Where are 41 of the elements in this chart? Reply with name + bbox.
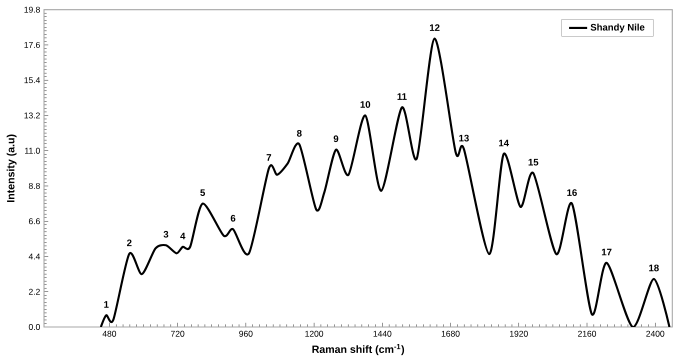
y-tick-label: 15.4 [24, 77, 40, 84]
annotation: 2 [126, 240, 132, 246]
annotation: 1 [104, 301, 109, 308]
y-tick-label: 11.0 [25, 148, 40, 154]
y-tick-label: 0.0 [28, 324, 40, 330]
annotation: 13 [459, 134, 469, 142]
legend-label: Shandy Nile [590, 24, 644, 33]
annotation: 18 [649, 264, 659, 272]
annotation: 8 [296, 130, 302, 137]
x-tick-label: 480 [102, 330, 116, 337]
x-tick-label: 720 [171, 330, 184, 337]
y-tick-label: 2.2 [28, 288, 40, 295]
annotation: 7 [266, 154, 272, 161]
x-tick-label: 1680 [442, 330, 460, 337]
x-tick-label: 2400 [646, 330, 664, 337]
annotation: 3 [164, 231, 168, 238]
annotation: 4 [180, 232, 186, 240]
y-tick-label: 8.8 [28, 183, 40, 190]
annotation: 14 [499, 140, 509, 146]
x-axis-title: Raman shift (cm$^{-1}$) [312, 344, 404, 356]
y-axis-title: Intensity (a.u) [6, 134, 17, 202]
annotation: 10 [360, 101, 370, 108]
y-tick-label: 6.6 [28, 218, 40, 224]
annotation: 12 [430, 24, 440, 32]
annotation: 11 [398, 93, 407, 100]
y-tick-label: 19.8 [24, 6, 40, 13]
y-tick-label: 17.6 [24, 42, 40, 48]
x-tick-label: 2160 [578, 330, 596, 337]
x-tick-label: 1200 [305, 330, 324, 337]
annotation: 5 [200, 189, 206, 196]
y-tick-label: 13.2 [24, 112, 40, 119]
y-tick-label: 4.4 [28, 254, 40, 260]
annotation: 16 [567, 189, 577, 196]
annotation: 9 [334, 135, 338, 142]
line-series [100, 38, 671, 328]
x-tick-label: 960 [239, 330, 253, 337]
x-tick-label: 1440 [374, 330, 392, 337]
annotation: 6 [230, 214, 236, 222]
x-tick-label: 1920 [510, 330, 528, 337]
annotation: 17 [602, 248, 612, 256]
annotation: 15 [528, 158, 538, 166]
